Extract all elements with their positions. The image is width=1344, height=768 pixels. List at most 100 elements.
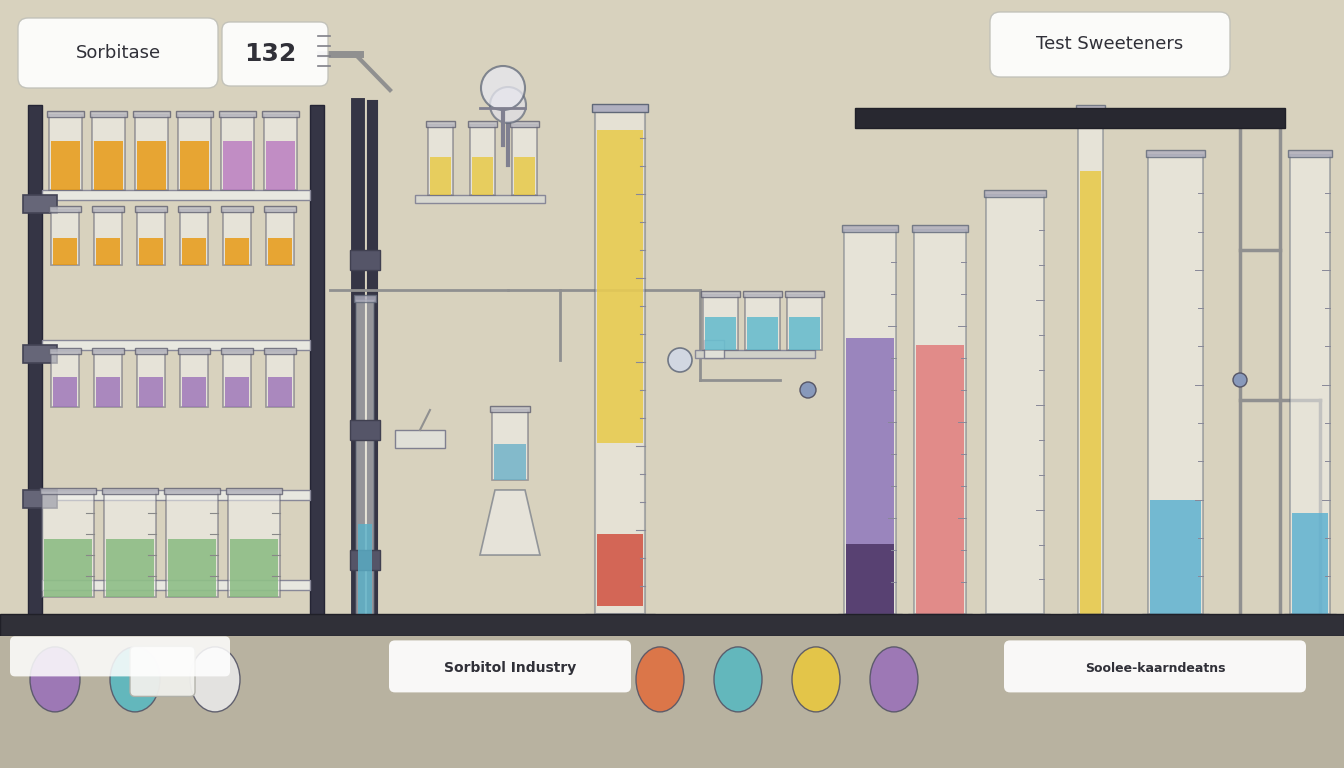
- Bar: [310, 105, 324, 637]
- Bar: [47, 111, 83, 117]
- Bar: [1071, 614, 1109, 628]
- Bar: [472, 157, 492, 195]
- Circle shape: [800, 382, 816, 398]
- Bar: [585, 614, 655, 632]
- Bar: [491, 406, 530, 412]
- Bar: [513, 157, 535, 195]
- Bar: [177, 115, 211, 190]
- Bar: [224, 377, 249, 407]
- Bar: [695, 350, 814, 358]
- Bar: [1149, 499, 1200, 614]
- Bar: [742, 291, 781, 297]
- Bar: [595, 110, 645, 614]
- Bar: [223, 352, 251, 407]
- Bar: [914, 230, 966, 614]
- Bar: [177, 348, 210, 354]
- Bar: [986, 195, 1044, 614]
- Bar: [1137, 624, 1212, 632]
- Bar: [138, 377, 163, 407]
- Bar: [134, 348, 167, 354]
- Bar: [430, 157, 450, 195]
- Bar: [220, 348, 253, 354]
- Bar: [177, 206, 210, 212]
- Bar: [106, 539, 155, 597]
- Bar: [1279, 624, 1340, 632]
- Bar: [845, 338, 894, 614]
- Bar: [167, 492, 218, 597]
- Bar: [95, 237, 120, 265]
- Bar: [427, 125, 453, 195]
- Bar: [1292, 513, 1328, 614]
- FancyBboxPatch shape: [9, 637, 230, 677]
- Bar: [1075, 105, 1105, 112]
- Bar: [48, 348, 81, 354]
- Bar: [42, 490, 310, 500]
- Bar: [349, 550, 380, 570]
- Ellipse shape: [714, 647, 762, 712]
- Bar: [1148, 155, 1203, 614]
- Bar: [353, 295, 376, 302]
- Bar: [137, 141, 165, 190]
- Bar: [468, 121, 496, 127]
- Bar: [976, 624, 1054, 632]
- Bar: [48, 206, 81, 212]
- Bar: [345, 630, 384, 638]
- Bar: [0, 0, 1344, 668]
- Bar: [51, 352, 79, 407]
- Bar: [266, 352, 294, 407]
- Bar: [704, 317, 735, 350]
- Bar: [700, 291, 739, 297]
- Bar: [704, 340, 724, 358]
- Bar: [909, 614, 972, 628]
- Bar: [1284, 614, 1336, 628]
- Bar: [42, 580, 310, 590]
- Bar: [138, 237, 163, 265]
- Bar: [597, 535, 642, 607]
- Bar: [102, 488, 159, 494]
- Bar: [839, 614, 902, 628]
- Bar: [492, 410, 528, 480]
- Bar: [23, 345, 56, 363]
- Ellipse shape: [636, 647, 684, 712]
- Bar: [1067, 624, 1113, 632]
- Bar: [134, 115, 168, 190]
- Bar: [180, 210, 208, 265]
- FancyBboxPatch shape: [388, 641, 630, 693]
- Bar: [0, 637, 1344, 768]
- Bar: [591, 104, 648, 112]
- Bar: [356, 300, 374, 620]
- Bar: [905, 624, 976, 632]
- Bar: [91, 348, 124, 354]
- Bar: [262, 111, 298, 117]
- Circle shape: [1232, 373, 1247, 387]
- FancyBboxPatch shape: [130, 647, 195, 697]
- Bar: [181, 377, 206, 407]
- Bar: [91, 115, 125, 190]
- Bar: [597, 130, 642, 443]
- Bar: [913, 225, 968, 232]
- Bar: [42, 340, 310, 350]
- Bar: [181, 237, 206, 265]
- Bar: [224, 237, 249, 265]
- Bar: [1288, 150, 1332, 157]
- Bar: [137, 352, 165, 407]
- Bar: [1145, 150, 1204, 157]
- Bar: [226, 488, 282, 494]
- Bar: [495, 444, 526, 480]
- Bar: [745, 295, 780, 350]
- Bar: [1290, 155, 1331, 614]
- Bar: [358, 524, 372, 620]
- Bar: [785, 291, 824, 297]
- Bar: [1141, 614, 1208, 628]
- Bar: [746, 317, 777, 350]
- Bar: [0, 614, 1344, 637]
- Bar: [40, 488, 95, 494]
- Bar: [835, 624, 906, 632]
- Bar: [512, 125, 536, 195]
- FancyBboxPatch shape: [222, 22, 328, 86]
- Bar: [180, 352, 208, 407]
- Bar: [228, 492, 280, 597]
- FancyBboxPatch shape: [1004, 641, 1306, 693]
- Bar: [51, 210, 79, 265]
- Bar: [28, 105, 42, 637]
